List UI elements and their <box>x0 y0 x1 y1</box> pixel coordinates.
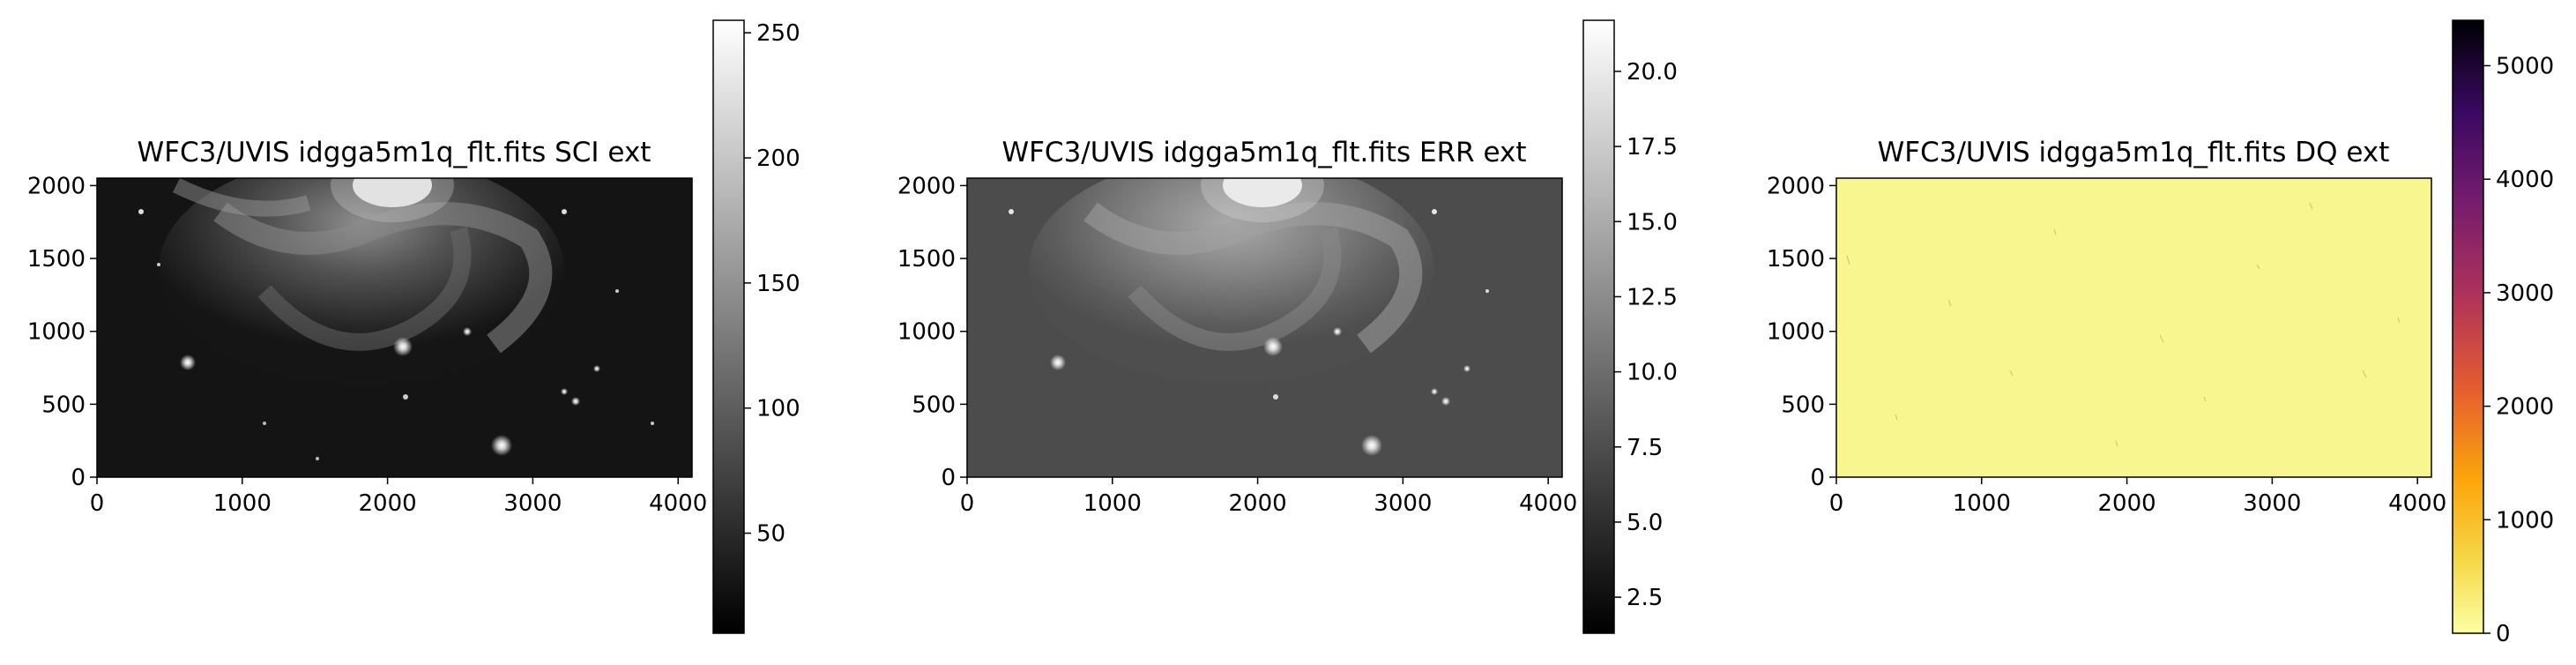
colorbar-tick-label: 100 <box>756 396 800 422</box>
x-tick-label: 4000 <box>2388 490 2446 517</box>
x-tick-label: 1000 <box>1083 490 1142 517</box>
y-tick-label: 1000 <box>27 319 86 346</box>
colorbar-tick-label: 12.5 <box>1627 284 1678 310</box>
y-tick-label: 500 <box>912 392 956 418</box>
panel-sci-title: WFC3/UVIS idgga5m1q_flt.fits SCI ext <box>138 137 651 168</box>
x-tick-label: 2000 <box>2098 490 2156 517</box>
panel-dq: WFC3/UVIS idgga5m1q_flt.fits DQ ext 0 100… <box>1767 19 2554 647</box>
y-tick-label: 1500 <box>1767 246 1825 273</box>
x-tick-label: 3000 <box>2243 490 2301 517</box>
colorbar-tick-label: 17.5 <box>1627 134 1678 161</box>
dq-axes-ticks: 0 1000 2000 3000 4000 0 500 1000 1500 2000 <box>1767 173 2446 517</box>
x-tick-label: 0 <box>1829 490 1844 517</box>
colorbar-tick-label: 15.0 <box>1627 209 1678 235</box>
y-tick-label: 1500 <box>27 246 86 273</box>
colorbar-tick-label: 5.0 <box>1627 510 1663 536</box>
y-tick-label: 500 <box>1781 392 1825 418</box>
y-tick-label: 1500 <box>897 246 956 273</box>
panel-dq-title: WFC3/UVIS idgga5m1q_flt.fits DQ ext <box>1878 137 2390 168</box>
y-tick-label: 2000 <box>1767 173 1825 199</box>
sci-axes-ticks: 0 1000 2000 3000 4000 0 500 1000 1500 2000 <box>27 173 707 517</box>
x-tick-label: 0 <box>960 490 975 517</box>
colorbar-tick-label: 50 <box>756 521 785 548</box>
sci-axes-frame <box>96 177 693 478</box>
dq-image <box>1836 178 2431 477</box>
sci-colorbar <box>712 19 745 634</box>
x-tick-label: 2000 <box>1229 490 1287 517</box>
y-tick-label: 0 <box>941 465 956 491</box>
dq-colorbar <box>2452 19 2484 634</box>
y-tick-label: 2000 <box>897 173 956 199</box>
colorbar-tick-label: 0 <box>2496 621 2511 647</box>
err-colorbar-ticks: 2.5 5.0 7.5 10.0 12.5 15.0 17.5 20.0 <box>1614 59 1678 611</box>
y-tick-label: 1000 <box>897 319 956 346</box>
colorbar-tick-label: 4000 <box>2496 167 2554 193</box>
x-tick-label: 0 <box>90 490 105 517</box>
sci-colorbar-ticks: 50 100 150 200 250 <box>744 20 800 548</box>
y-tick-label: 0 <box>1810 465 1825 491</box>
colorbar-tick-label: 1000 <box>2496 507 2554 534</box>
err-axes-ticks: 0 1000 2000 3000 4000 0 500 1000 1500 2000 <box>897 173 1577 517</box>
sci-image <box>97 178 692 477</box>
x-tick-label: 1000 <box>213 490 272 517</box>
colorbar-tick-label: 7.5 <box>1627 435 1663 461</box>
dq-axes-frame <box>1835 177 2432 478</box>
colorbar-tick-label: 3000 <box>2496 280 2554 307</box>
y-tick-label: 500 <box>41 392 86 418</box>
x-tick-label: 4000 <box>649 490 707 517</box>
dq-colorbar-ticks: 0 1000 2000 3000 4000 5000 <box>2483 53 2554 647</box>
x-tick-label: 1000 <box>1953 490 2011 517</box>
x-tick-label: 3000 <box>1374 490 1432 517</box>
colorbar-tick-label: 250 <box>756 20 800 47</box>
colorbar-tick-label: 150 <box>756 271 800 297</box>
y-tick-label: 2000 <box>27 173 86 199</box>
panel-sci: WFC3/UVIS idgga5m1q_flt.fits SCI ext <box>27 19 800 634</box>
y-tick-label: 1000 <box>1767 319 1825 346</box>
colorbar-tick-label: 5000 <box>2496 53 2554 79</box>
err-colorbar <box>1582 19 1615 634</box>
err-axes-frame <box>966 177 1563 478</box>
colorbar-tick-label: 20.0 <box>1627 59 1678 86</box>
colorbar-tick-label: 2000 <box>2496 394 2554 421</box>
y-tick-label: 0 <box>71 465 86 491</box>
err-image <box>967 178 1562 477</box>
colorbar-tick-label: 10.0 <box>1627 360 1678 386</box>
x-tick-label: 3000 <box>503 490 562 517</box>
panel-err: WFC3/UVIS idgga5m1q_flt.fits ERR ext 0 10… <box>897 19 1678 634</box>
colorbar-tick-label: 2.5 <box>1627 585 1663 611</box>
x-tick-label: 2000 <box>359 490 417 517</box>
panel-err-title: WFC3/UVIS idgga5m1q_flt.fits ERR ext <box>1001 137 1526 168</box>
x-tick-label: 4000 <box>1519 490 1577 517</box>
colorbar-tick-label: 200 <box>756 146 800 172</box>
